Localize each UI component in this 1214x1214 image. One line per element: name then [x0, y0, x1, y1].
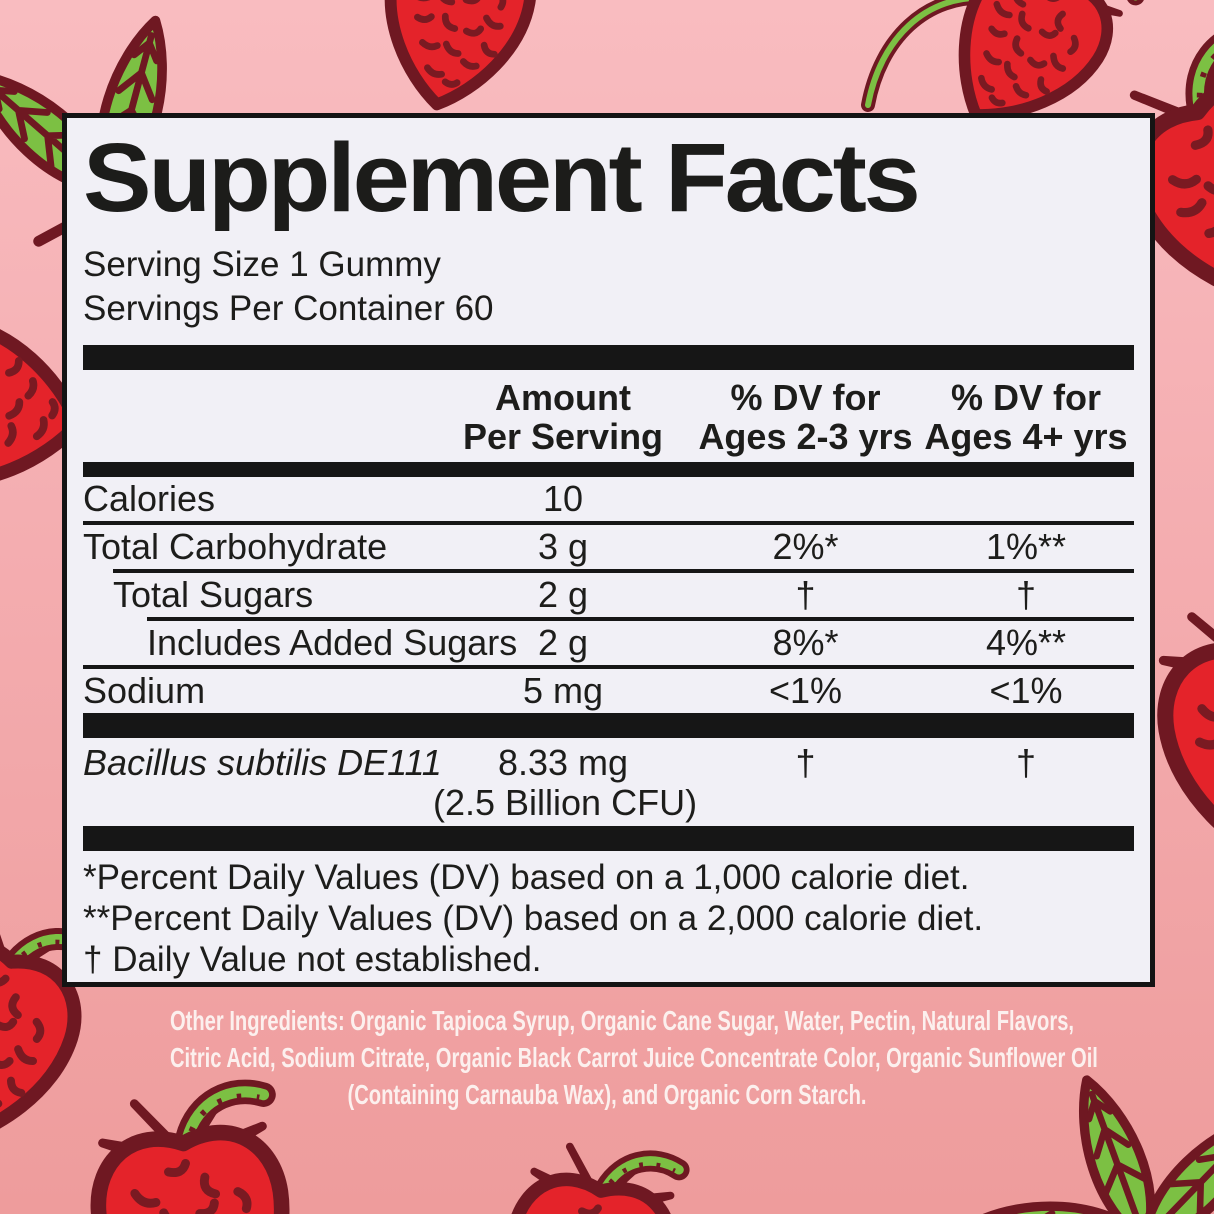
nutrient-dv-2-3: <1%: [768, 670, 843, 711]
footnote-2000-calorie: **Percent Daily Values (DV) based on a 2…: [83, 899, 984, 938]
strawberry-illustration: [468, 1125, 708, 1214]
probiotic-name: Bacillus subtilis DE111: [83, 742, 442, 783]
supplement-facts-panel: Supplement Facts Serving Size 1 Gummy Se…: [62, 113, 1155, 987]
nutrient-name: Includes Added Sugars: [147, 622, 518, 663]
header-dv-2-3: % DV for Ages 2-3 yrs: [698, 377, 913, 457]
header-amount: Amount Per Serving: [462, 377, 664, 457]
serving-size: Serving Size 1 Gummy: [83, 245, 441, 284]
divider-bar-thick: [83, 713, 1134, 738]
other-ingredients: Other Ingredients: Organic Tapioca Syrup…: [0, 1002, 1214, 1113]
other-ingredients-line: Other Ingredients: Organic Tapioca Syrup…: [169, 1005, 1075, 1036]
row-separator: [113, 569, 1134, 573]
nutrient-dv-2-3: 8%*: [772, 622, 839, 663]
row-separator: [83, 521, 1134, 525]
divider-bar-thick: [83, 345, 1134, 370]
probiotic-dv-4plus: †: [1015, 742, 1037, 783]
header-dv-4plus: % DV for Ages 4+ yrs: [924, 377, 1128, 457]
nutrient-amount: 5 mg: [522, 670, 604, 711]
divider-bar-thick: [83, 826, 1134, 851]
nutrient-amount: 2 g: [537, 622, 589, 663]
strawberry-stem-illustration: [861, 0, 997, 112]
panel-title: Supplement Facts: [83, 123, 921, 232]
table-row: Total Carbohydrate 3 g 2%* 1%**: [83, 525, 1134, 569]
divider-bar-medium: [83, 462, 1134, 477]
nutrient-amount: 10: [542, 478, 584, 519]
table-header: Amount Per Serving % DV for Ages 2-3 yrs…: [83, 370, 1134, 462]
row-separator: [147, 617, 1134, 621]
nutrient-amount: 3 g: [537, 526, 589, 567]
table-row: Calories 10: [83, 477, 1134, 521]
other-ingredients-line: (Containing Carnauba Wax), and Organic C…: [347, 1079, 867, 1110]
probiotic-amount: 8.33 mg: [497, 742, 629, 783]
table-row: Sodium 5 mg <1% <1%: [83, 669, 1134, 713]
servings-per-container: Servings Per Container 60: [83, 289, 494, 328]
table-row: Total Sugars 2 g † †: [83, 573, 1134, 617]
nutrient-name: Calories: [83, 478, 216, 519]
row-separator: [83, 665, 1134, 669]
nutrient-dv-4plus: 4%**: [985, 622, 1067, 663]
footnote-daily-value: † Daily Value not established.: [83, 940, 542, 979]
probiotic-row: Bacillus subtilis DE111 8.33 mg (2.5 Bil…: [83, 738, 1134, 826]
nutrient-amount: 2 g: [537, 574, 589, 615]
table-row: Includes Added Sugars 2 g 8%* 4%**: [83, 621, 1134, 665]
nutrient-name: Sodium: [83, 670, 206, 711]
other-ingredients-line: Citric Acid, Sodium Citrate, Organic Bla…: [169, 1042, 1098, 1073]
nutrient-dv-4plus: 1%**: [985, 526, 1067, 567]
nutrient-name: Total Carbohydrate: [83, 526, 388, 567]
probiotic-dv-2-3: †: [795, 742, 816, 783]
nutrient-dv-2-3: †: [795, 574, 816, 615]
nutrient-name: Total Sugars: [113, 574, 314, 615]
probiotic-cfu: (2.5 Billion CFU): [433, 782, 698, 823]
nutrient-dv-4plus: <1%: [989, 670, 1063, 711]
nutrient-dv-4plus: †: [1015, 574, 1037, 615]
nutrient-dv-2-3: 2%*: [772, 526, 839, 567]
footnote-1000-calorie: *Percent Daily Values (DV) based on a 1,…: [83, 858, 970, 897]
